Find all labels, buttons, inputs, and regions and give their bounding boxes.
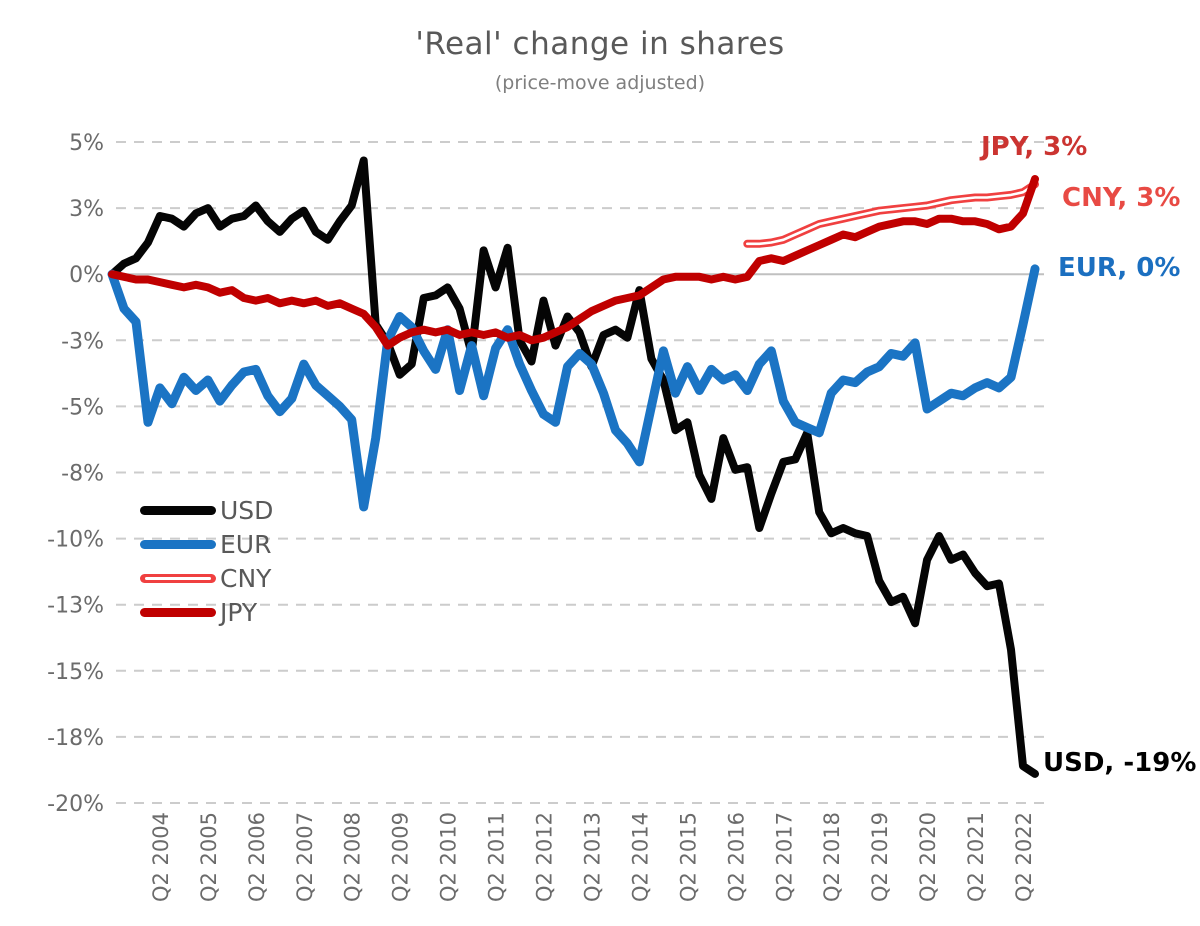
- legend-swatch-eur-core: [145, 543, 211, 546]
- x-tick-label: Q2 2019: [868, 812, 892, 902]
- legend-label-usd: USD: [220, 496, 274, 525]
- legend-label-jpy: JPY: [220, 598, 258, 627]
- y-tick-label: -20%: [47, 792, 104, 817]
- legend-label-eur: EUR: [220, 530, 272, 559]
- chart-title: 'Real' change in shares: [415, 26, 785, 62]
- legend-item-eur: EUR: [140, 532, 273, 557]
- x-tick-label: Q2 2004: [149, 812, 173, 902]
- x-tick-label: Q2 2015: [676, 812, 700, 902]
- series-line-eur: [107, 264, 1040, 512]
- annotation-usd: USD, -19%: [1043, 748, 1197, 778]
- series-line-jpy: [108, 175, 1039, 350]
- legend-item-usd: USD: [140, 498, 273, 523]
- series-line-cny: [743, 180, 1039, 248]
- x-tick-label: Q2 2016: [724, 812, 748, 902]
- x-tick-label: Q2 2022: [1012, 812, 1036, 902]
- y-tick-label: -13%: [47, 594, 104, 619]
- x-tick-label: Q2 2005: [197, 812, 221, 902]
- legend: USD EUR CNY JPY: [140, 498, 273, 625]
- x-tick-label: Q2 2006: [245, 812, 269, 902]
- y-tick-label: -10%: [47, 528, 104, 553]
- y-tick-label: -5%: [61, 395, 104, 420]
- chart-subtitle: (price-move adjusted): [494, 72, 706, 94]
- legend-item-jpy: JPY: [140, 600, 273, 625]
- legend-swatch-cny: [140, 574, 216, 583]
- x-tick-label: Q2 2021: [964, 812, 988, 902]
- x-tick-label: Q2 2017: [772, 812, 796, 902]
- annotation-jpy: JPY, 3%: [981, 132, 1088, 162]
- legend-swatch-cny-core: [145, 577, 211, 580]
- x-tick-label: Q2 2018: [820, 812, 844, 902]
- y-tick-label: 3%: [69, 197, 104, 222]
- x-tick-label: Q2 2010: [437, 812, 461, 902]
- y-tick-label: -15%: [47, 660, 104, 685]
- x-tick-label: Q2 2007: [293, 812, 317, 902]
- legend-swatch-jpy-core: [145, 611, 211, 614]
- legend-swatch-eur: [140, 540, 216, 549]
- y-tick-label: -3%: [61, 329, 104, 354]
- y-tick-label: 0%: [69, 263, 104, 288]
- annotation-cny: CNY, 3%: [1062, 183, 1181, 213]
- x-tick-label: Q2 2020: [916, 812, 940, 902]
- y-tick-label: -18%: [47, 726, 104, 751]
- x-tick-label: Q2 2012: [533, 812, 557, 902]
- x-tick-label: Q2 2014: [628, 812, 652, 902]
- series-line-cny-stripe: [745, 183, 1037, 246]
- x-tick-label: Q2 2011: [485, 812, 509, 902]
- x-tick-label: Q2 2009: [389, 812, 413, 902]
- legend-swatch-usd: [140, 506, 216, 515]
- series-line-usd: [108, 156, 1039, 778]
- legend-swatch-jpy: [140, 608, 216, 617]
- x-tick-label: Q2 2008: [341, 812, 365, 902]
- y-tick-label: -8%: [61, 462, 104, 487]
- legend-swatch-usd-core: [145, 509, 211, 512]
- annotation-eur: EUR, 0%: [1058, 253, 1181, 283]
- legend-label-cny: CNY: [220, 564, 272, 593]
- x-tick-label: Q2 2013: [580, 812, 604, 902]
- y-tick-label: 5%: [69, 131, 104, 156]
- legend-item-cny: CNY: [140, 566, 273, 591]
